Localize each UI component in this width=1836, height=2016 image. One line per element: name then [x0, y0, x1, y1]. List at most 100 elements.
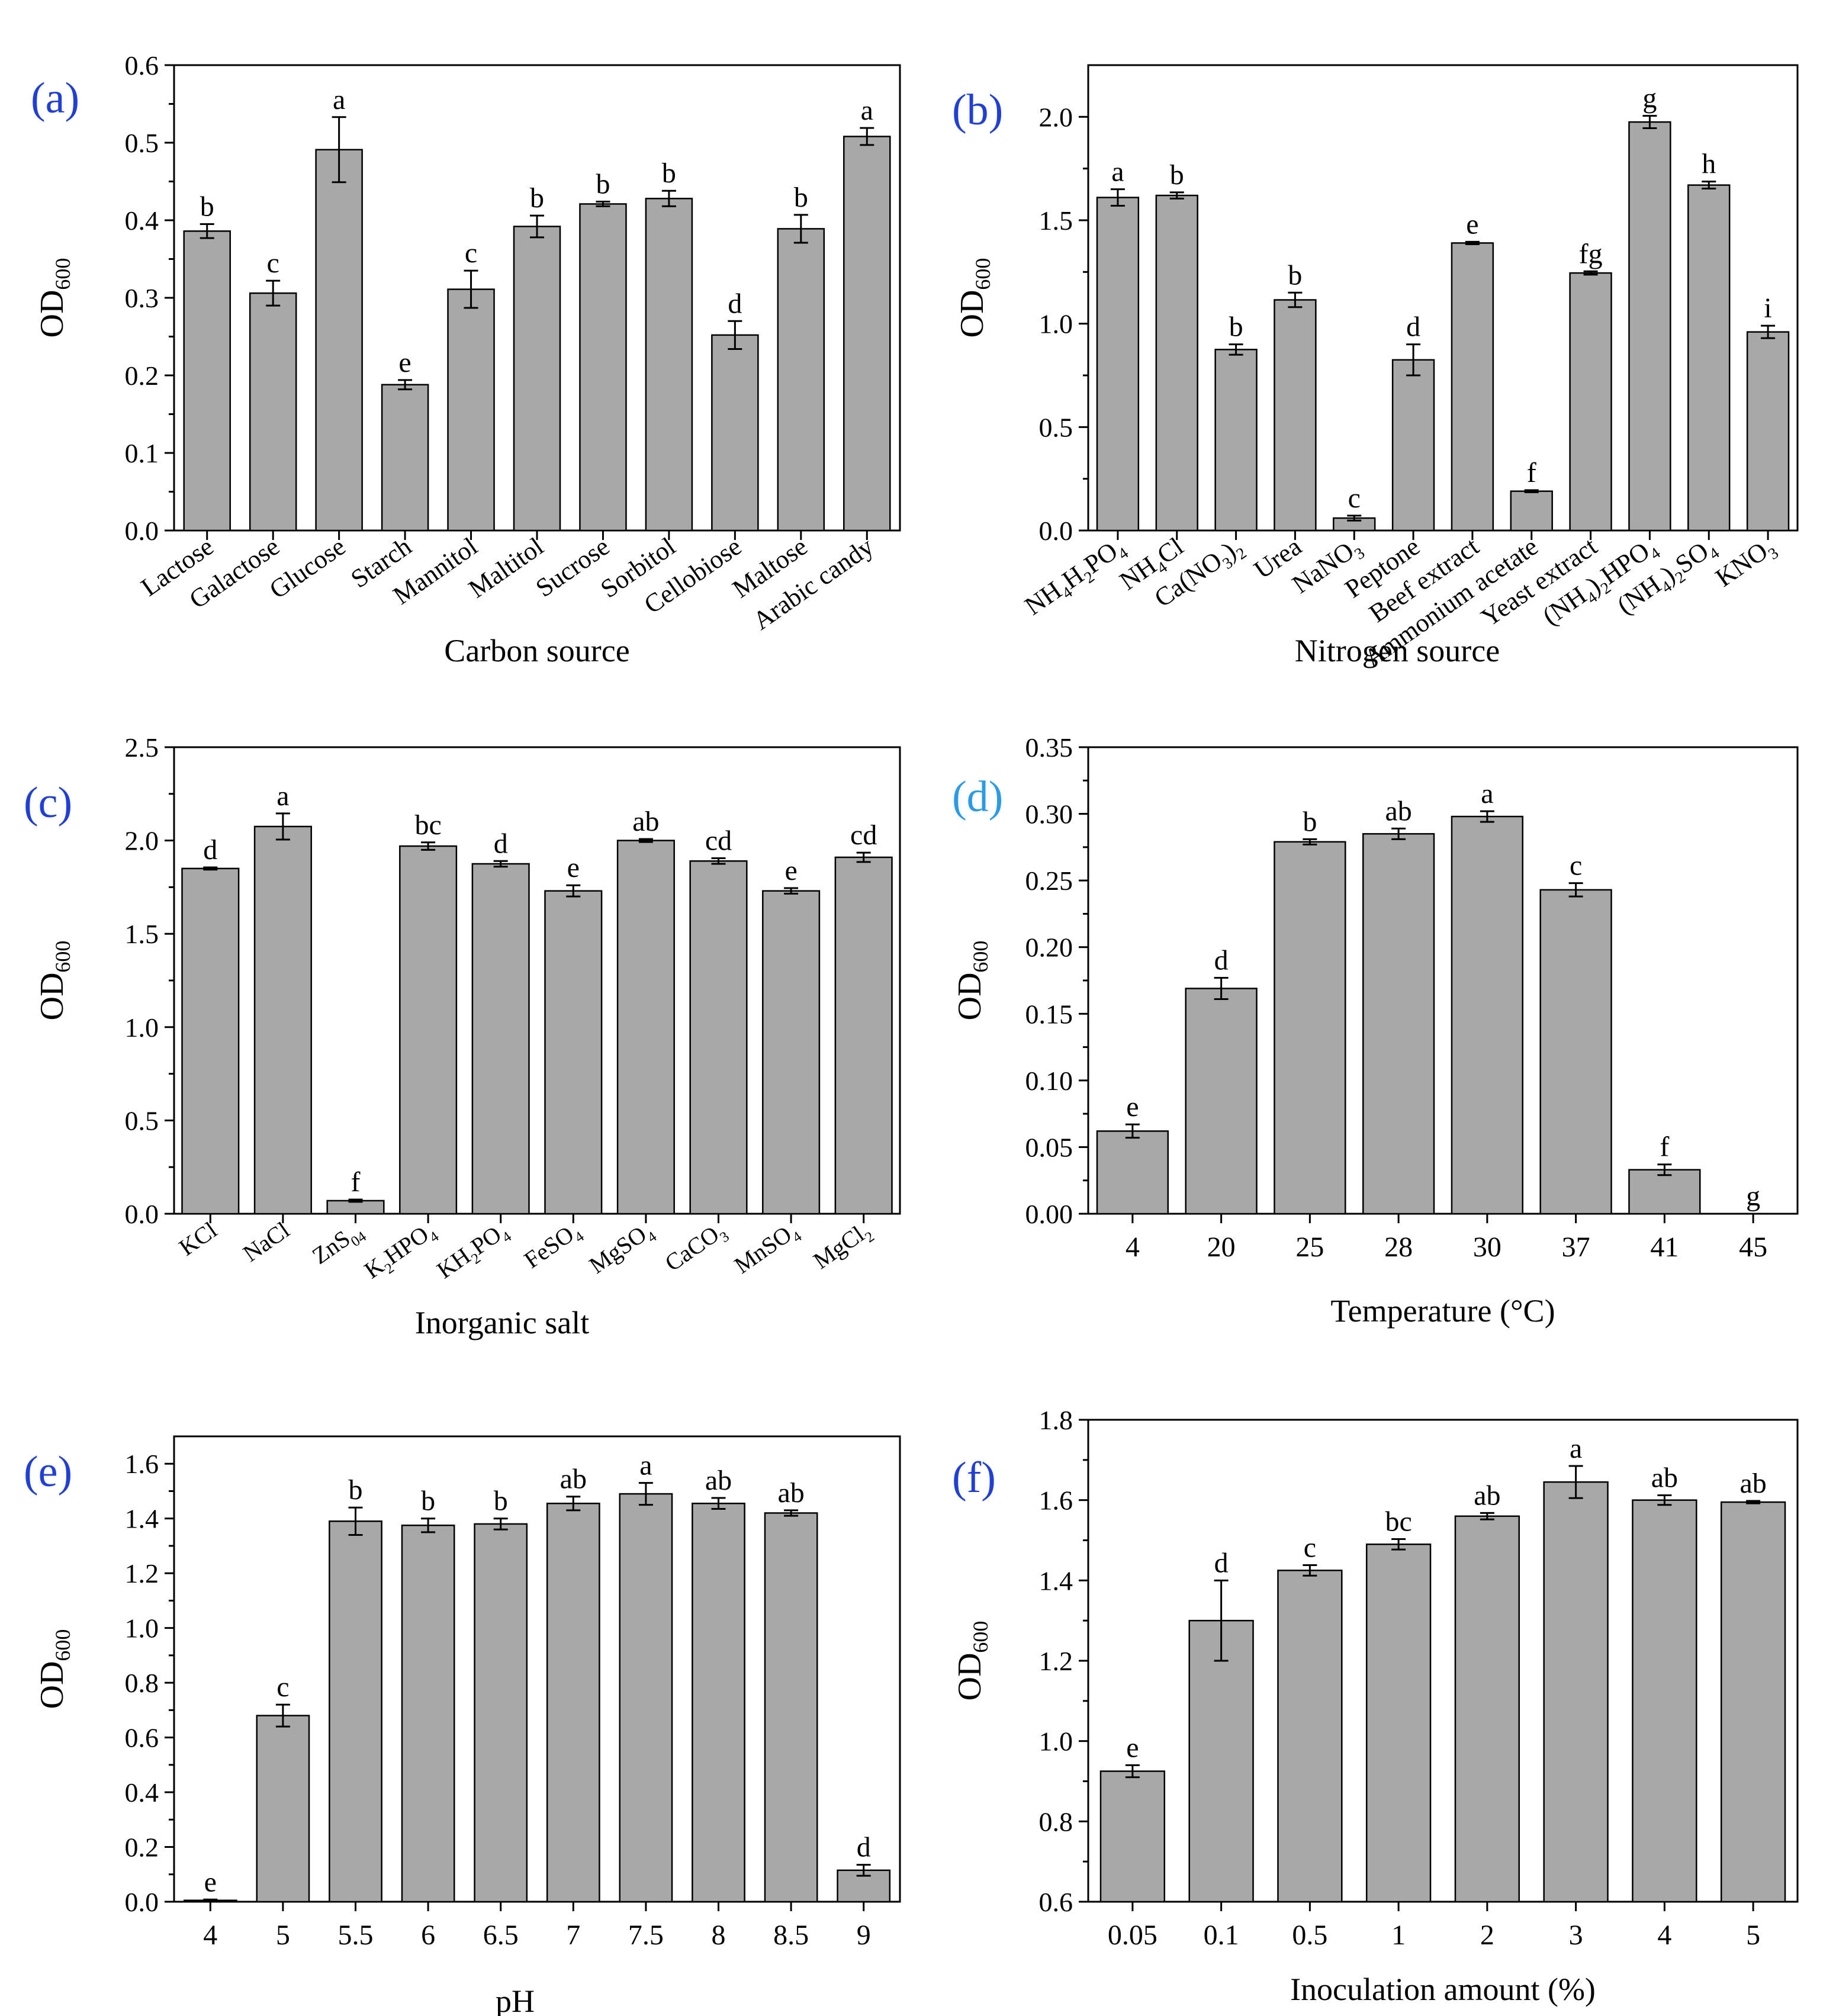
- bar: [764, 1512, 818, 1903]
- y-tick-label: 0.1: [125, 438, 159, 468]
- significance-letter: ab: [705, 1465, 732, 1496]
- y-tick-label: 0.5: [125, 1105, 159, 1136]
- y-axis-title-main: OD: [954, 290, 991, 338]
- significance-letter: b: [349, 1474, 363, 1506]
- x-tick-label: 4: [1657, 1919, 1671, 1951]
- bar: [777, 228, 825, 532]
- bar: [1274, 841, 1346, 1215]
- significance-letter: d: [1406, 311, 1420, 343]
- significance-letter: b: [200, 191, 214, 223]
- y-tick-label: 0.8: [1039, 1806, 1073, 1837]
- x-tick-label: KH2PO4: [432, 1216, 515, 1287]
- significance-letter: a: [1111, 156, 1124, 188]
- significance-letter: g: [1746, 1181, 1760, 1212]
- y-tick-label: 1.5: [1039, 205, 1073, 236]
- y-tick-label: 1.4: [125, 1504, 159, 1534]
- x-tick-label: 0.1: [1204, 1919, 1239, 1951]
- significance-letter: ab: [1385, 795, 1411, 827]
- panel-a: 0.00.10.20.30.40.50.6bLactosecGalactosea…: [31, 50, 901, 668]
- bar: [1391, 359, 1435, 532]
- bar: [1720, 1501, 1786, 1903]
- bar: [645, 198, 693, 532]
- bar: [399, 845, 458, 1215]
- panel-label: (e): [24, 1448, 72, 1496]
- y-axis-title-subscript: 600: [969, 1621, 992, 1653]
- x-tick-label: 2: [1480, 1919, 1494, 1951]
- bar: [1510, 490, 1553, 532]
- significance-letter: c: [267, 247, 279, 279]
- bar: [843, 136, 891, 532]
- significance-letter: b: [662, 157, 676, 189]
- y-tick-label: 0.05: [1025, 1132, 1073, 1162]
- y-axis-title: OD600: [954, 258, 995, 338]
- y-axis-title: OD600: [34, 941, 75, 1021]
- y-tick-label: 1.0: [125, 1613, 159, 1644]
- y-tick-label: 1.8: [1039, 1405, 1073, 1435]
- significance-letter: ab: [777, 1477, 804, 1509]
- significance-letter: d: [1214, 1547, 1229, 1578]
- y-tick-label: 1.6: [125, 1449, 159, 1479]
- significance-letter: b: [1170, 159, 1184, 191]
- x-tick-label: 3: [1569, 1919, 1583, 1951]
- x-tick-label: FeSO4: [519, 1216, 587, 1277]
- x-tick-label: 28: [1384, 1232, 1413, 1263]
- bar: [474, 1523, 528, 1903]
- y-tick-label: 0.25: [1025, 866, 1073, 896]
- panel-f: 0.6 0.8 1.0 1.2 1.4 1.6 1.8 e 0.05 d 0.1 c 0.5 bc 1 ab 2…: [951, 1405, 1799, 2007]
- x-axis-title: Inorganic salt: [415, 1305, 589, 1340]
- significance-letter: b: [1229, 311, 1243, 343]
- x-tick-label: 1: [1391, 1919, 1406, 1951]
- panel-label: (b): [952, 86, 1003, 134]
- bar: [249, 292, 297, 532]
- significance-letter: b: [494, 1486, 508, 1517]
- x-tick-label: MnSO4: [729, 1216, 805, 1282]
- significance-letter: d: [1214, 944, 1229, 976]
- bar: [1096, 1130, 1169, 1215]
- x-tick-label: 5: [1746, 1919, 1760, 1951]
- panel-d: 0.00 0.05 0.10 0.15 0.20 0.25 0.30 0.35 e 4 d 20 b 25…: [951, 732, 1799, 1329]
- y-axis-title-main: OD: [951, 1653, 988, 1701]
- significance-letter: b: [1288, 259, 1302, 291]
- y-tick-label: 0.2: [125, 361, 159, 391]
- x-tick-label: Sucrose: [530, 532, 615, 603]
- significance-letter: f: [351, 1166, 361, 1198]
- y-tick-label: 0.5: [1039, 412, 1073, 442]
- y-tick-label: 0.0: [125, 1199, 159, 1229]
- y-axis-title-main: OD: [34, 290, 70, 338]
- significance-letter: c: [276, 1671, 289, 1703]
- significance-letter: e: [1466, 208, 1478, 240]
- y-axis-title: OD600: [34, 1629, 75, 1709]
- y-tick-label: 1.0: [125, 1012, 159, 1043]
- significance-letter: f: [1527, 457, 1536, 488]
- x-tick-label: 9: [857, 1919, 871, 1951]
- significance-letter: a: [639, 1450, 652, 1481]
- panel-c: 0.0 0.5 1.0 1.5 2.0 2.5 d KCl a NaCl f ZnS04 bc K2HPO…: [24, 732, 901, 1340]
- bar: [1365, 1544, 1432, 1903]
- y-tick-label: 0.4: [125, 1777, 159, 1808]
- y-axis-title: OD600: [34, 258, 75, 338]
- bar: [401, 1525, 455, 1903]
- y-tick-label: 2.5: [125, 732, 159, 763]
- panel-label: (c): [24, 779, 72, 827]
- bar: [1628, 1169, 1701, 1215]
- y-tick-label: 0.10: [1025, 1066, 1073, 1096]
- significance-letter: cd: [705, 825, 732, 857]
- panel-label: (a): [31, 74, 79, 123]
- significance-letter: a: [861, 95, 873, 126]
- significance-letter: ab: [1739, 1468, 1766, 1499]
- y-axis-title-main: OD: [951, 973, 988, 1021]
- bar: [1277, 1570, 1343, 1903]
- bar: [692, 1503, 745, 1903]
- bar: [256, 1715, 310, 1903]
- y-tick-label: 0.0: [125, 1887, 159, 1917]
- significance-letter: e: [784, 855, 797, 886]
- y-tick-label: 0.0: [1039, 516, 1073, 546]
- bar: [1628, 121, 1671, 532]
- x-tick-label: 20: [1207, 1232, 1236, 1263]
- y-tick-label: 1.4: [1039, 1565, 1073, 1596]
- y-axis-title: OD600: [951, 941, 992, 1021]
- bar: [513, 226, 561, 532]
- plot-frame: [1087, 64, 1799, 532]
- y-tick-label: 0.30: [1025, 799, 1073, 829]
- x-tick-label: MgCl2: [808, 1217, 877, 1278]
